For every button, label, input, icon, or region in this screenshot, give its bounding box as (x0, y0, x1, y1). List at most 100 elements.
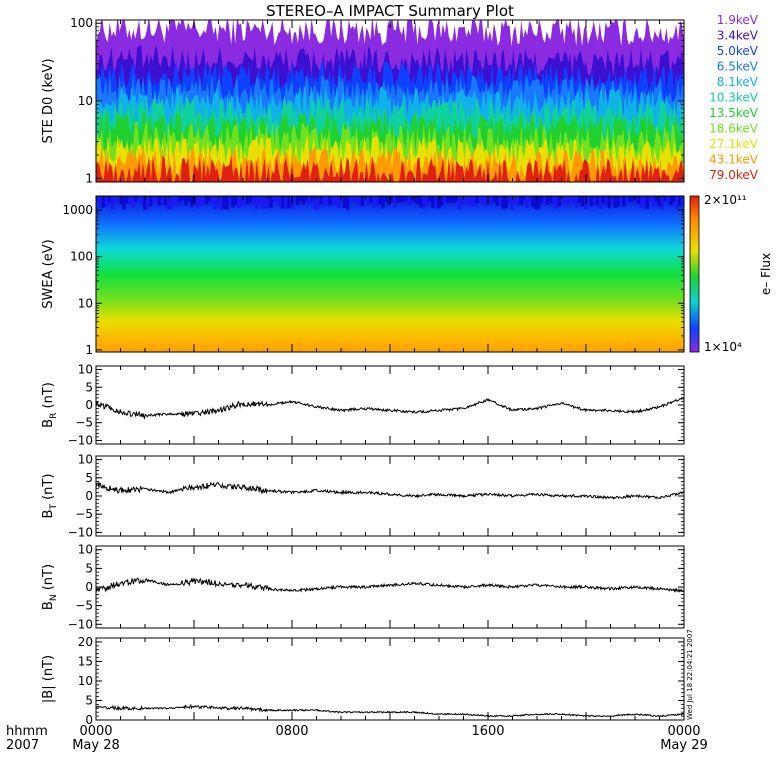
swea-noise (201, 196, 206, 205)
swea-noise (516, 196, 520, 206)
swea-noise (404, 196, 409, 201)
x-tick-label-date: May 28 (72, 738, 120, 753)
swea-noise (184, 196, 188, 206)
swea-noise (96, 196, 100, 201)
y-tick-label: −10 (68, 433, 93, 447)
panel-swea: 2×10¹¹ 1×10⁴ e– Flux 1 10 100 1000 SWEA (eV) (41, 193, 773, 357)
swea-noise (554, 196, 559, 209)
swea-noise (107, 196, 112, 203)
swea-noise (313, 196, 317, 210)
swea-noise (586, 196, 591, 202)
swea-noise (234, 196, 238, 206)
swea-noise (337, 196, 341, 209)
swea-noise (378, 196, 382, 205)
swea-noise (592, 196, 597, 207)
swea-noise (631, 196, 635, 201)
swea-noise (392, 196, 397, 208)
swea-noise (589, 196, 594, 207)
swea-noise (237, 196, 241, 208)
y-tick-label: 10 (78, 453, 93, 467)
swea-noise (222, 196, 226, 209)
swea-noise (331, 196, 335, 206)
swea-noise (207, 196, 212, 202)
swea-noise (219, 196, 223, 210)
y-tick-label: −5 (75, 507, 93, 521)
swea-noise (284, 196, 288, 210)
swea-noise (628, 196, 632, 202)
swea-noise (487, 196, 491, 202)
swea-noise (113, 196, 118, 203)
colorbar-label: e– Flux (759, 253, 773, 295)
swea-noise (678, 196, 682, 207)
swea-noise (301, 196, 306, 205)
swea-noise (216, 196, 220, 206)
legend-entry: 8.1keV (717, 75, 759, 89)
y-tick-label: 0 (85, 713, 93, 727)
panel-bt: 10 5 0 −5 −10 BT (nT) (41, 453, 685, 539)
swea-noise (254, 196, 259, 210)
swea-noise (204, 196, 209, 205)
y-tick-label: 10 (78, 543, 93, 557)
y-tick-label: 10 (78, 94, 93, 108)
swea-noise (495, 196, 500, 206)
legend-entry: 6.5keV (717, 60, 759, 74)
swea-noise (104, 196, 109, 207)
swea-noise (375, 196, 379, 207)
swea-noise (148, 196, 153, 207)
swea-noise (357, 196, 362, 206)
swea-noise (228, 196, 232, 201)
swea-noise (187, 196, 191, 202)
swea-noise (557, 196, 562, 207)
swea-noise (401, 196, 406, 203)
swea-noise (190, 196, 194, 207)
swea-noise (681, 196, 685, 206)
swea-noise (98, 196, 103, 209)
swea-noise (298, 196, 303, 202)
colorbar-max-label: 2×10¹¹ (704, 193, 747, 207)
swea-noise (578, 196, 582, 203)
swea-noise (513, 196, 517, 202)
y-tick-label: 100 (70, 16, 93, 30)
panel-bmag: Wed Jul 18 22:04:21 2007 20 15 10 5 0 |B| (nT) (41, 629, 694, 727)
swea-noise (334, 196, 338, 206)
y-axis-label: STE D0 (keV) (41, 58, 56, 143)
ste-channel-10 (96, 155, 684, 182)
swea-noise (387, 196, 391, 205)
y-axis-label: BT (nT) (41, 474, 59, 519)
y-tick-label: −5 (75, 599, 93, 613)
swea-noise (281, 196, 285, 209)
swea-noise (245, 196, 250, 205)
swea-noise (537, 196, 541, 210)
swea-noise (304, 196, 309, 201)
swea-noise (116, 196, 121, 203)
x-axis-left-label: hhmm (6, 724, 48, 739)
swea-noise (287, 196, 291, 209)
swea-noise (478, 196, 482, 202)
plot-frame (95, 365, 685, 445)
swea-noise (154, 196, 159, 205)
trace-bn (95, 577, 685, 594)
swea-noise (566, 196, 570, 206)
swea-noise (457, 196, 462, 210)
swea-noise (407, 196, 412, 206)
swea-noise (657, 196, 661, 207)
swea-noise (598, 196, 603, 209)
swea-noise (466, 196, 470, 206)
y-tick-label: 1000 (62, 203, 93, 217)
swea-noise (195, 196, 200, 209)
swea-noise (137, 196, 141, 202)
y-tick-label: 10 (78, 674, 93, 688)
swea-noise (498, 196, 503, 206)
y-tick-label: 100 (70, 250, 93, 264)
swea-noise (469, 196, 473, 206)
swea-noise (451, 196, 456, 203)
swea-noise (325, 196, 329, 206)
y-tick-label: 20 (78, 635, 93, 649)
swea-noise (240, 196, 244, 207)
swea-noise (178, 196, 182, 202)
swea-noise (110, 196, 115, 210)
swea-noise (160, 196, 165, 206)
swea-noise (607, 196, 611, 209)
